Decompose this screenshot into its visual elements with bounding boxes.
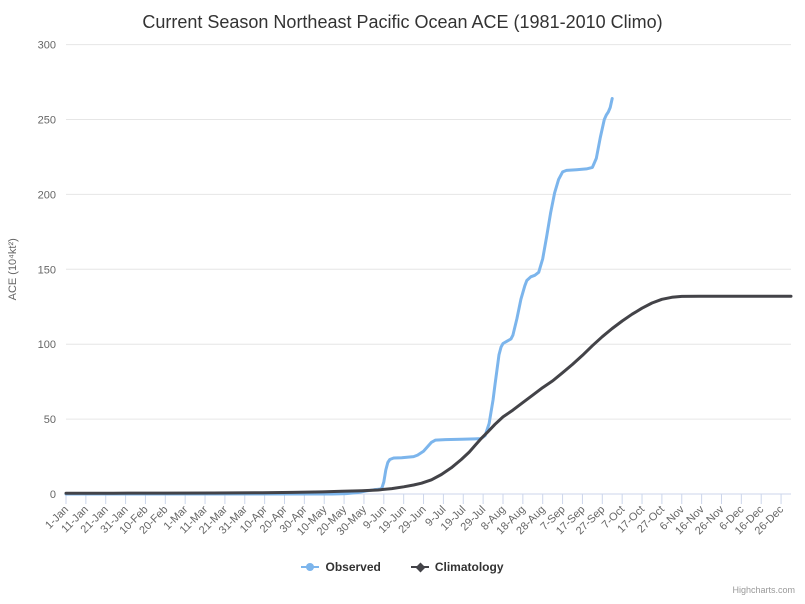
diamond-marker-icon bbox=[415, 562, 426, 573]
legend: Observed Climatology bbox=[0, 560, 805, 574]
y-axis-tick-label: 100 bbox=[38, 339, 56, 351]
y-axis-tick-label: 250 bbox=[38, 115, 56, 127]
legend-item-climatology[interactable]: Climatology bbox=[410, 560, 504, 574]
y-axis-tick-label: 150 bbox=[38, 264, 56, 276]
legend-item-observed[interactable]: Observed bbox=[301, 560, 381, 574]
y-axis-tick-label: 300 bbox=[38, 40, 56, 52]
y-axis-tick-label: 200 bbox=[38, 189, 56, 201]
chart-title: Current Season Northeast Pacific Ocean A… bbox=[142, 12, 663, 32]
observed-marker-icon bbox=[301, 561, 320, 573]
climatology-marker-icon bbox=[410, 561, 429, 573]
legend-label-climatology: Climatology bbox=[434, 560, 504, 574]
circle-marker-icon bbox=[306, 563, 315, 571]
climatology-line[interactable] bbox=[64, 294, 793, 495]
y-axis-tick-label: 50 bbox=[44, 414, 56, 426]
y-axis-title: ACE (10⁴kt²) bbox=[7, 238, 19, 300]
observed-line[interactable] bbox=[64, 97, 614, 496]
legend-label-observed: Observed bbox=[325, 560, 381, 574]
y-axis-tick-label: 0 bbox=[50, 489, 56, 501]
highcharts-credit[interactable]: Highcharts.com bbox=[732, 585, 795, 595]
